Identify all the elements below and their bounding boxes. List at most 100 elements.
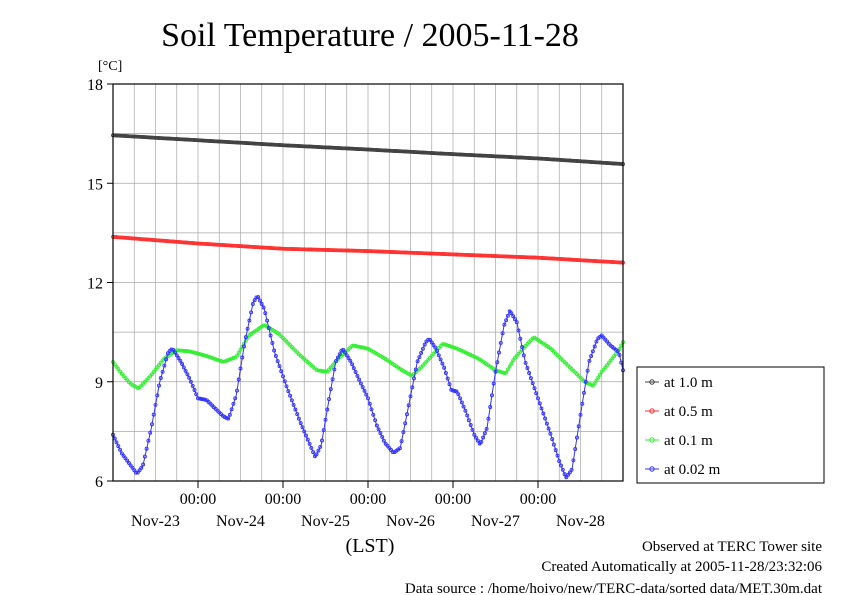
data-point bbox=[592, 381, 597, 386]
data-point bbox=[164, 239, 169, 243]
data-point bbox=[468, 423, 473, 427]
data-point bbox=[532, 156, 537, 161]
data-point bbox=[169, 239, 174, 244]
data-point bbox=[121, 133, 126, 138]
data-point bbox=[504, 370, 509, 375]
data-point bbox=[296, 247, 301, 252]
data-point bbox=[141, 135, 146, 139]
data-point bbox=[183, 137, 188, 142]
data-point bbox=[456, 252, 461, 257]
data-point bbox=[114, 235, 119, 240]
chart-title: Soil Temperature / 2005-11-28 bbox=[161, 17, 579, 54]
data-point bbox=[183, 240, 188, 245]
data-point bbox=[190, 350, 195, 355]
data-point bbox=[576, 424, 581, 429]
x-tick-time-label: 00:00 bbox=[265, 491, 301, 508]
data-point bbox=[566, 472, 571, 477]
data-point bbox=[590, 160, 595, 165]
data-point bbox=[125, 235, 130, 240]
data-point bbox=[475, 438, 480, 443]
data-point bbox=[229, 140, 234, 145]
data-point bbox=[445, 151, 450, 156]
data-point bbox=[167, 136, 172, 141]
data-point bbox=[477, 153, 482, 158]
data-point bbox=[472, 153, 477, 158]
data-point bbox=[360, 385, 365, 390]
data-point bbox=[171, 239, 176, 244]
data-point bbox=[543, 156, 548, 161]
data-point bbox=[442, 151, 447, 156]
y-tick-label: 12 bbox=[87, 276, 103, 293]
data-point bbox=[518, 155, 523, 160]
data-point bbox=[376, 427, 381, 432]
data-point bbox=[135, 134, 140, 139]
data-point bbox=[507, 364, 512, 369]
data-point bbox=[323, 417, 328, 422]
data-point bbox=[440, 342, 445, 347]
data-point bbox=[358, 147, 363, 152]
data-point bbox=[296, 144, 301, 148]
data-point bbox=[491, 254, 496, 258]
data-point bbox=[396, 250, 401, 255]
data-point bbox=[351, 146, 356, 151]
data-point bbox=[550, 437, 555, 442]
data-point bbox=[185, 372, 190, 377]
data-point bbox=[466, 253, 471, 257]
data-point bbox=[413, 250, 418, 255]
data-point bbox=[188, 379, 193, 384]
data-point bbox=[346, 356, 351, 360]
data-point bbox=[300, 425, 305, 430]
data-point bbox=[573, 447, 578, 451]
data-point bbox=[165, 351, 170, 356]
data-point bbox=[192, 138, 197, 142]
data-point bbox=[537, 401, 542, 406]
data-point bbox=[599, 160, 604, 165]
data-point bbox=[263, 142, 268, 147]
data-point bbox=[341, 347, 346, 352]
x-tick-time-label: 00:00 bbox=[435, 491, 471, 508]
data-point bbox=[435, 251, 440, 256]
data-point bbox=[566, 158, 571, 163]
data-point bbox=[357, 248, 362, 253]
data-point bbox=[390, 450, 395, 455]
data-point bbox=[130, 465, 135, 470]
data-point bbox=[367, 401, 372, 406]
data-point bbox=[118, 447, 123, 452]
footer-source: Data source : /home/hoivo/new/TERC-data/… bbox=[405, 581, 823, 595]
data-point bbox=[141, 462, 146, 467]
data-point bbox=[213, 357, 218, 362]
data-point bbox=[505, 313, 510, 318]
data-point bbox=[557, 157, 562, 162]
data-point bbox=[366, 249, 370, 254]
data-point bbox=[551, 442, 556, 447]
data-point bbox=[436, 251, 441, 256]
y-axis: 6 9 12 15 18 bbox=[87, 77, 113, 491]
data-point bbox=[187, 137, 192, 142]
data-point bbox=[564, 475, 569, 480]
data-point bbox=[458, 252, 463, 257]
data-point bbox=[488, 405, 493, 409]
data-point bbox=[183, 349, 188, 353]
data-point bbox=[171, 347, 176, 352]
data-point bbox=[279, 143, 284, 148]
data-point bbox=[305, 437, 310, 442]
data-point bbox=[284, 384, 289, 389]
data-point bbox=[385, 249, 390, 254]
data-point bbox=[429, 340, 434, 345]
data-point bbox=[422, 150, 427, 155]
data-point bbox=[603, 160, 608, 165]
data-point bbox=[532, 386, 537, 391]
data-point bbox=[196, 351, 200, 356]
data-point bbox=[560, 158, 565, 163]
data-point bbox=[282, 379, 287, 384]
data-point bbox=[337, 248, 342, 253]
data-point bbox=[380, 249, 385, 254]
data-point bbox=[530, 336, 535, 341]
data-point bbox=[564, 257, 569, 262]
data-point bbox=[534, 391, 539, 396]
data-point bbox=[293, 143, 298, 148]
data-point bbox=[173, 136, 177, 141]
data-point bbox=[447, 151, 452, 156]
data-point bbox=[135, 236, 140, 241]
data-point bbox=[155, 238, 160, 243]
